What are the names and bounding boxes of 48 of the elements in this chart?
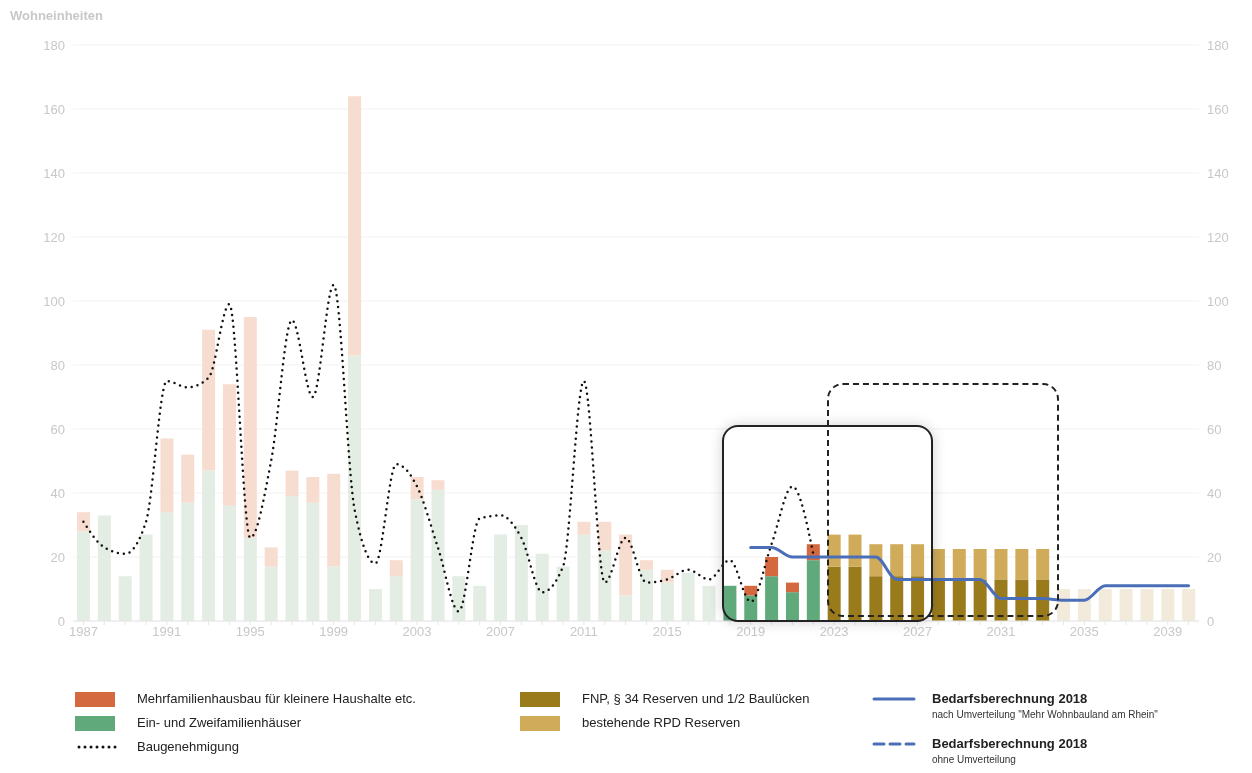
bar [410,477,424,500]
bar [306,477,320,503]
bar [744,585,758,596]
bar [1036,549,1050,580]
legend-label: Ein- und Zweifamilienhäuser [137,714,302,732]
bar [911,544,925,577]
bar [285,470,299,497]
bar [160,438,174,513]
legend-label: Bedarfsberechnung 2018 [932,735,1088,753]
bar [994,549,1008,580]
bar [890,544,904,577]
bar [744,595,758,621]
bar [619,534,633,596]
bar [77,512,90,532]
line-series [82,283,815,613]
bar [181,454,195,503]
bar [765,557,779,577]
legend-label: FNP, § 34 Reserven und 1/2 Baulücken [582,690,810,708]
legend-label: Bedarfsberechnung 2018 [932,690,1089,708]
bar [640,560,653,570]
bar [431,480,445,490]
legend-label: Baugenehmigung [137,738,239,756]
bar [785,592,799,621]
bar [222,384,236,506]
bar [848,566,862,621]
text: nach Umverteilung "Mehr Wohnbauland am Rhein" [932,708,1158,721]
bar [389,560,403,577]
bar [848,534,862,567]
bar [202,329,216,471]
bar [869,576,883,621]
line-series [749,545,1191,602]
bar [598,521,612,551]
text: ohne Umverteilung [932,753,1017,766]
bar [765,576,779,621]
legend-label: Mehrfamilienhausbau für kleinere Haushalte etc. [137,690,416,708]
bar [1015,549,1029,580]
bar [660,569,674,583]
bar [348,96,362,356]
bar [806,560,820,621]
bar [327,473,341,567]
bar [264,547,278,567]
bar [243,317,257,538]
bar [952,549,966,580]
bar [973,549,987,580]
bar [952,579,966,621]
bar [785,582,799,593]
bar [577,521,591,535]
legend-label: bestehende RPD Reserven [582,714,741,732]
